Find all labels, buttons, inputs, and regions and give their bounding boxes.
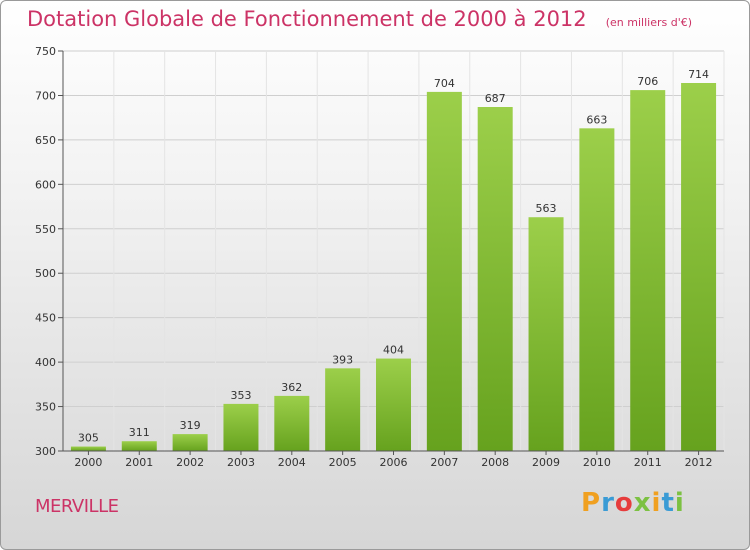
bar-2000 — [70, 446, 106, 451]
data-label: 393 — [332, 353, 353, 366]
brand-letter: i — [674, 488, 685, 518]
data-label: 362 — [281, 381, 302, 394]
bar-2004 — [274, 395, 310, 451]
chart-title: Dotation Globale de Fonctionnement de 20… — [27, 7, 587, 31]
x-tick-label: 2009 — [532, 456, 560, 469]
bar-2005 — [325, 368, 361, 451]
data-label: 305 — [78, 432, 99, 445]
data-label: 353 — [230, 389, 251, 402]
x-tick-label: 2010 — [583, 456, 611, 469]
data-label: 663 — [586, 113, 607, 126]
labels: 300 350 400 450 500 550 600 650 700 750 305 2000 311… — [35, 45, 713, 469]
x-tick-label: 2005 — [329, 456, 357, 469]
x-tick-label: 2004 — [278, 456, 306, 469]
bar-2001 — [121, 441, 157, 451]
bar-2003 — [223, 403, 259, 451]
bar-2010 — [579, 128, 615, 451]
y-tick-label: 550 — [35, 223, 56, 236]
x-tick-label: 2008 — [481, 456, 509, 469]
x-tick-label: 2006 — [380, 456, 408, 469]
brand-letter: x — [633, 488, 652, 518]
commune-name: MERVILLE — [35, 496, 119, 517]
bar-2007 — [426, 91, 462, 451]
x-tick-label: 2003 — [227, 456, 255, 469]
bar-2012 — [681, 83, 717, 451]
y-tick-label: 350 — [35, 401, 56, 414]
y-tick-label: 400 — [35, 356, 56, 369]
x-tick-label: 2000 — [74, 456, 102, 469]
data-label: 404 — [383, 344, 404, 357]
chart-unit: (en milliers d'€) — [605, 16, 693, 29]
x-tick-label: 2012 — [685, 456, 713, 469]
data-label: 706 — [637, 75, 658, 88]
bar-2011 — [630, 90, 666, 451]
brand-letter: P — [581, 488, 602, 518]
data-label: 563 — [536, 202, 557, 215]
data-label: 704 — [434, 77, 455, 90]
brand-letter: o — [614, 488, 634, 518]
y-tick-label: 450 — [35, 312, 56, 325]
data-label: 319 — [180, 419, 201, 432]
bar-2008 — [477, 107, 513, 451]
data-label: 714 — [688, 68, 709, 81]
data-label: 687 — [485, 92, 506, 105]
x-tick-label: 2011 — [634, 456, 662, 469]
brand-letter: r — [601, 488, 615, 518]
title-row: Dotation Globale de Fonctionnement de 20… — [27, 7, 692, 31]
data-label: 311 — [129, 426, 150, 439]
x-tick-label: 2001 — [125, 456, 153, 469]
y-tick-label: 700 — [35, 89, 56, 102]
y-tick-label: 500 — [35, 267, 56, 280]
y-tick-label: 650 — [35, 134, 56, 147]
y-tick-label: 600 — [35, 178, 56, 191]
bar-2009 — [528, 217, 564, 451]
brand-letter: t — [661, 488, 675, 518]
axes — [58, 50, 724, 455]
x-tick-label: 2007 — [430, 456, 458, 469]
y-tick-label: 300 — [35, 445, 56, 458]
bars — [70, 83, 717, 451]
x-tick-label: 2002 — [176, 456, 204, 469]
bar-2002 — [172, 434, 208, 451]
y-tick-label: 750 — [35, 45, 56, 58]
proxiti-logo: Proxiti — [581, 488, 685, 518]
brand-letter: i — [651, 488, 662, 518]
bar-2006 — [376, 358, 411, 451]
